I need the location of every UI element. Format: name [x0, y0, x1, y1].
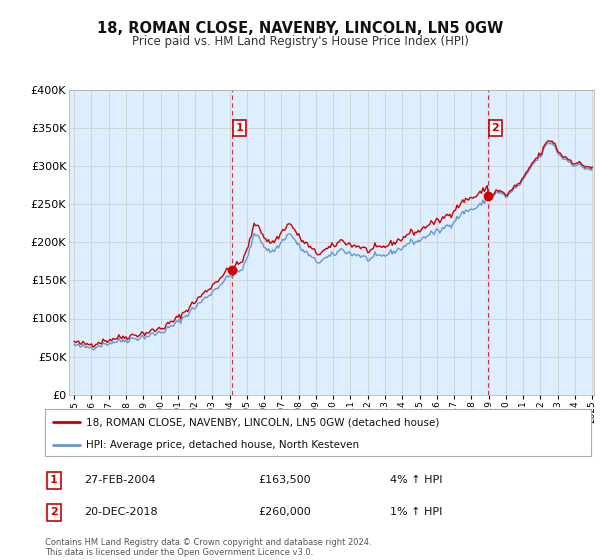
Text: Contains HM Land Registry data © Crown copyright and database right 2024.
This d: Contains HM Land Registry data © Crown c…	[45, 538, 371, 557]
Text: 2: 2	[491, 123, 499, 133]
Text: 2: 2	[50, 507, 58, 517]
Text: £260,000: £260,000	[258, 507, 311, 517]
Text: 20-DEC-2018: 20-DEC-2018	[84, 507, 158, 517]
Text: 18, ROMAN CLOSE, NAVENBY, LINCOLN, LN5 0GW (detached house): 18, ROMAN CLOSE, NAVENBY, LINCOLN, LN5 0…	[86, 417, 439, 427]
Text: £163,500: £163,500	[258, 475, 311, 486]
Text: 4% ↑ HPI: 4% ↑ HPI	[390, 475, 443, 486]
Text: Price paid vs. HM Land Registry's House Price Index (HPI): Price paid vs. HM Land Registry's House …	[131, 35, 469, 48]
Text: 18, ROMAN CLOSE, NAVENBY, LINCOLN, LN5 0GW: 18, ROMAN CLOSE, NAVENBY, LINCOLN, LN5 0…	[97, 21, 503, 36]
Text: 1: 1	[236, 123, 244, 133]
Text: 1: 1	[50, 475, 58, 486]
Text: 27-FEB-2004: 27-FEB-2004	[84, 475, 155, 486]
Text: HPI: Average price, detached house, North Kesteven: HPI: Average price, detached house, Nort…	[86, 440, 359, 450]
Text: 1% ↑ HPI: 1% ↑ HPI	[390, 507, 442, 517]
